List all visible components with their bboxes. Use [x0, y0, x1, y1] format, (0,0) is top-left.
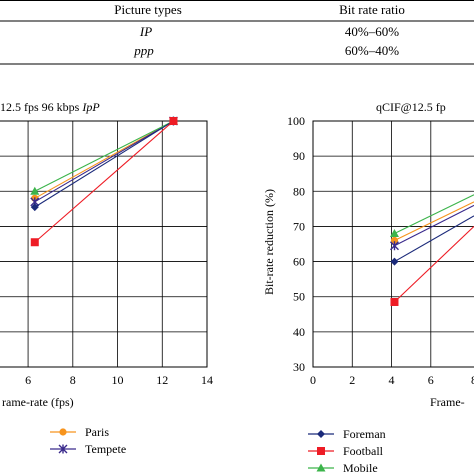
- right-x-tick-label: 2: [349, 373, 355, 387]
- left-x-tick-label: 8: [70, 373, 76, 387]
- table-cell-ip-ratio: 40%–60%: [345, 24, 399, 39]
- right-x-axis-label: Frame-: [430, 395, 465, 409]
- left-data-point: [30, 238, 39, 247]
- right-series-line: [394, 201, 474, 241]
- right-data-point: [389, 228, 399, 237]
- right-legend-marker: [316, 463, 326, 472]
- left-legend-marker: [59, 428, 67, 436]
- right-legend-marker: [317, 447, 325, 455]
- right-legend-label: Mobile: [343, 461, 378, 474]
- right-x-tick-label: 4: [389, 373, 395, 387]
- right-y-tick-label: 60: [293, 255, 305, 269]
- right-data-point: [390, 257, 399, 266]
- table-header-bit-rate-ratio: Bit rate ratio: [339, 2, 405, 17]
- right-series-line: [394, 194, 474, 234]
- picture-type-table: Picture types Bit rate ratio IP 40%–60% …: [0, 0, 474, 65]
- right-y-tick-label: 100: [287, 114, 305, 128]
- right-y-tick-label: 80: [293, 184, 305, 198]
- left-series-line: [34, 120, 174, 243]
- right-series-line: [394, 215, 474, 263]
- right-chart: qCIF@12.5 fp 30 40 50 60 70 80 90 100 0 2 4 6 8 Bit…: [262, 100, 474, 409]
- right-data-point: [390, 297, 399, 306]
- left-x-tick-label: 6: [25, 373, 31, 387]
- right-legend-label: Football: [343, 444, 384, 458]
- left-data-point: [30, 186, 40, 195]
- right-y-tick-label: 90: [293, 149, 305, 163]
- right-plot-frame: [312, 120, 474, 368]
- left-legend-label: Tempete: [85, 442, 126, 456]
- table-header-picture-types: Picture types: [114, 2, 182, 17]
- right-legend-marker: [317, 430, 325, 438]
- table-cell-ppp-ratio: 60%–40%: [345, 43, 399, 58]
- left-series-line: [34, 120, 174, 192]
- right-y-tick-label: 50: [293, 290, 305, 304]
- right-y-tick-label: 70: [293, 219, 305, 233]
- left-chart-title: 12.5 fps 96 kbps IpP: [0, 100, 100, 114]
- table-cell-ip: IP: [139, 24, 152, 39]
- left-data-point: [169, 117, 178, 125]
- left-x-tick-label: 10: [112, 373, 124, 387]
- left-series-line: [34, 120, 174, 203]
- right-series-line: [394, 204, 474, 247]
- left-x-tick-label: 12: [156, 373, 168, 387]
- right-data-point: [390, 236, 399, 245]
- right-y-tick-label: 30: [293, 360, 305, 374]
- right-chart-title: qCIF@12.5 fp: [376, 100, 446, 114]
- left-legend: Paris Tempete: [50, 425, 126, 456]
- right-series-line: [394, 226, 474, 303]
- left-legend-label: Paris: [85, 425, 109, 439]
- left-chart: 12.5 fps 96 kbps IpP 6 8 10 12 14 rame-rate …: [0, 100, 213, 409]
- left-series-line: [34, 120, 174, 208]
- right-x-tick-label: 0: [310, 373, 316, 387]
- right-y-axis-label: Bit-rate reduction (%): [262, 189, 276, 295]
- right-data-point: [389, 241, 399, 251]
- right-x-tick-label-partial: 8: [471, 373, 474, 387]
- left-legend-marker: [58, 444, 68, 454]
- right-legend-label: Foreman: [343, 427, 386, 441]
- table-cell-ppp: ppp: [133, 43, 154, 58]
- right-legend: Foreman Football Mobile: [308, 427, 386, 474]
- right-y-tick-label: 40: [293, 325, 305, 339]
- right-x-tick-label: 6: [428, 373, 434, 387]
- left-x-axis-label: rame-rate (fps): [2, 395, 74, 409]
- left-data-point: [30, 203, 39, 212]
- left-x-tick-label: 14: [201, 373, 213, 387]
- left-plot-frame: [0, 120, 208, 368]
